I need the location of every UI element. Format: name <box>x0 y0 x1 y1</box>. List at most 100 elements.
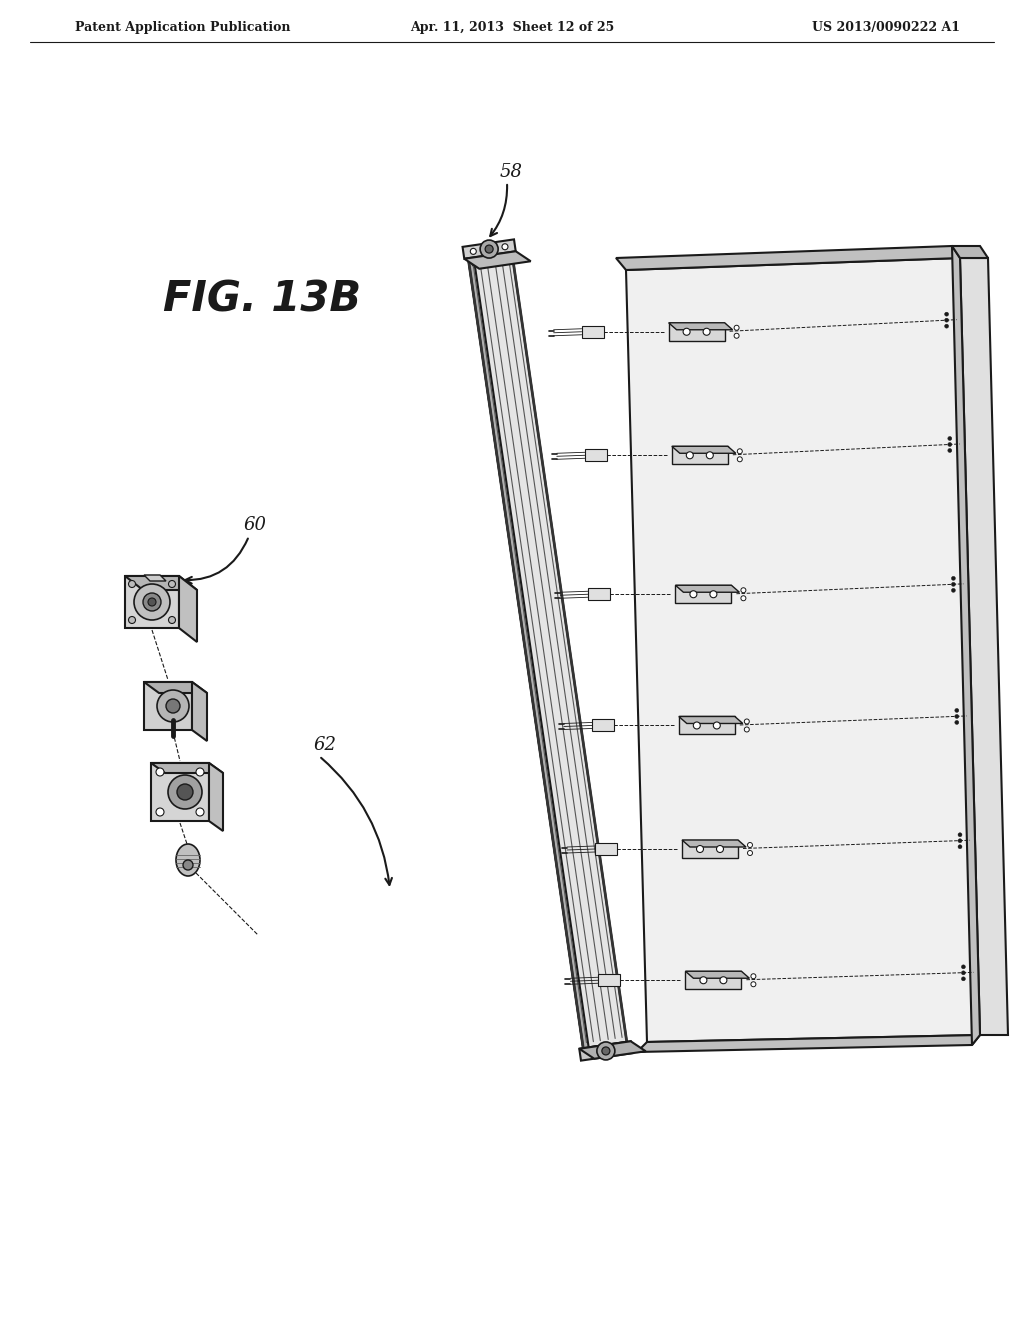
Circle shape <box>741 587 745 593</box>
Circle shape <box>962 965 966 969</box>
Polygon shape <box>151 763 209 821</box>
Text: Patent Application Publication: Patent Application Publication <box>75 21 291 33</box>
Circle shape <box>168 775 202 809</box>
Polygon shape <box>676 585 731 603</box>
Circle shape <box>602 1047 610 1055</box>
Circle shape <box>597 1041 614 1060</box>
Circle shape <box>944 312 948 317</box>
Circle shape <box>951 589 955 593</box>
Circle shape <box>690 591 697 598</box>
Circle shape <box>954 714 958 718</box>
Circle shape <box>502 244 508 249</box>
Polygon shape <box>637 1035 980 1052</box>
Circle shape <box>128 581 135 587</box>
Circle shape <box>470 248 476 255</box>
Circle shape <box>699 977 707 983</box>
Polygon shape <box>672 446 728 465</box>
Circle shape <box>156 768 164 776</box>
Polygon shape <box>952 246 988 257</box>
Polygon shape <box>626 257 980 1041</box>
Circle shape <box>751 982 756 987</box>
Circle shape <box>134 583 170 620</box>
Circle shape <box>734 333 739 338</box>
Polygon shape <box>585 449 607 461</box>
Circle shape <box>686 451 693 459</box>
Circle shape <box>741 595 745 601</box>
Polygon shape <box>125 576 179 628</box>
Circle shape <box>958 838 962 842</box>
Circle shape <box>744 719 750 723</box>
Circle shape <box>148 598 156 606</box>
Polygon shape <box>463 239 516 259</box>
FancyArrowPatch shape <box>322 758 392 884</box>
Circle shape <box>737 457 742 462</box>
Circle shape <box>480 240 498 259</box>
Text: 60: 60 <box>244 516 266 535</box>
Ellipse shape <box>176 843 200 876</box>
Polygon shape <box>144 682 193 730</box>
Polygon shape <box>679 717 742 723</box>
Circle shape <box>948 449 951 453</box>
Polygon shape <box>682 840 738 858</box>
Circle shape <box>169 616 175 623</box>
Circle shape <box>177 784 193 800</box>
Polygon shape <box>592 719 613 731</box>
Circle shape <box>748 850 753 855</box>
Circle shape <box>962 977 966 981</box>
Polygon shape <box>209 763 223 832</box>
Polygon shape <box>595 843 617 855</box>
Text: 62: 62 <box>313 737 337 754</box>
Circle shape <box>720 977 727 983</box>
Text: Apr. 11, 2013  Sheet 12 of 25: Apr. 11, 2013 Sheet 12 of 25 <box>410 21 614 33</box>
Polygon shape <box>580 1041 646 1059</box>
Circle shape <box>951 577 955 581</box>
Circle shape <box>703 329 710 335</box>
Polygon shape <box>685 972 741 989</box>
Circle shape <box>485 246 494 253</box>
Polygon shape <box>125 576 197 590</box>
Polygon shape <box>468 252 627 1048</box>
Text: US 2013/0090222 A1: US 2013/0090222 A1 <box>812 21 961 33</box>
Circle shape <box>169 581 175 587</box>
Polygon shape <box>464 251 530 269</box>
Circle shape <box>196 768 204 776</box>
Circle shape <box>156 808 164 816</box>
Circle shape <box>948 437 951 441</box>
Circle shape <box>737 449 742 454</box>
Polygon shape <box>589 589 610 601</box>
Circle shape <box>696 846 703 853</box>
Circle shape <box>183 861 193 870</box>
Circle shape <box>157 690 189 722</box>
Polygon shape <box>151 763 223 774</box>
Polygon shape <box>468 259 590 1059</box>
Polygon shape <box>679 717 735 734</box>
Circle shape <box>710 591 717 598</box>
Circle shape <box>196 808 204 816</box>
Polygon shape <box>682 840 746 847</box>
Circle shape <box>693 722 700 729</box>
Polygon shape <box>669 323 725 341</box>
Polygon shape <box>672 446 736 453</box>
Polygon shape <box>961 257 1008 1035</box>
Circle shape <box>958 845 962 849</box>
Circle shape <box>944 325 948 329</box>
Circle shape <box>954 709 958 713</box>
Circle shape <box>714 722 720 729</box>
Circle shape <box>958 833 962 837</box>
Text: FIG. 13B: FIG. 13B <box>163 279 361 321</box>
Circle shape <box>948 442 951 446</box>
Circle shape <box>954 721 958 725</box>
FancyArrowPatch shape <box>185 539 248 583</box>
Polygon shape <box>580 1041 633 1061</box>
FancyArrowPatch shape <box>490 185 507 236</box>
Text: 58: 58 <box>500 162 523 181</box>
Circle shape <box>744 727 750 733</box>
Polygon shape <box>582 326 603 338</box>
Circle shape <box>166 700 180 713</box>
Circle shape <box>143 593 161 611</box>
Circle shape <box>734 325 739 330</box>
Circle shape <box>717 846 724 853</box>
Polygon shape <box>676 585 739 593</box>
Polygon shape <box>144 682 207 693</box>
Circle shape <box>951 582 955 586</box>
